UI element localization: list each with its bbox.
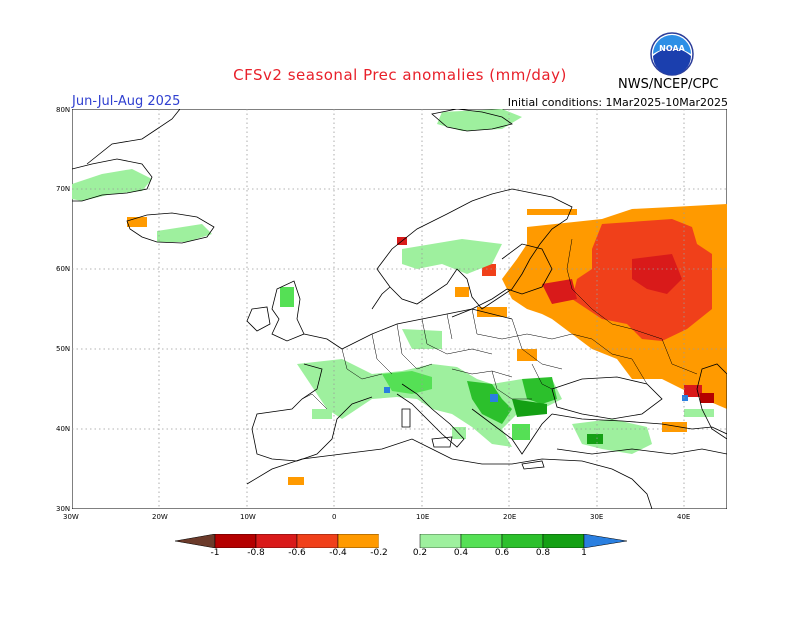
colorbar-label: 0.2 — [412, 548, 428, 558]
colorbar-label: -0.6 — [288, 548, 306, 558]
colorbar-label: 1 — [581, 548, 587, 558]
lat-label: 80N — [56, 106, 71, 114]
coastlines — [72, 109, 727, 509]
initial-conditions: Initial conditions: 1Mar2025-10Mar2025 — [507, 96, 728, 109]
noaa-logo-icon: NOAA — [650, 32, 694, 76]
lon-label: 10W — [240, 513, 256, 521]
lat-label: 70N — [56, 185, 71, 193]
colorbar-label: 0.4 — [453, 548, 469, 558]
colorbar-label: 0.6 — [494, 548, 510, 558]
colorbar — [175, 534, 627, 548]
lon-label: 40E — [677, 513, 691, 521]
colorbar-label: -0.8 — [247, 548, 265, 558]
colorbar-label: 0.8 — [535, 548, 551, 558]
anomaly-map — [72, 109, 727, 509]
lon-label: 20E — [503, 513, 517, 521]
colorbar-label: -1 — [210, 548, 220, 558]
colorbar-label: -0.4 — [329, 548, 347, 558]
lat-label: 30N — [56, 505, 71, 513]
lon-label: 30W — [63, 513, 79, 521]
map-title: CFSv2 seasonal Prec anomalies (mm/day) — [233, 66, 567, 84]
logo-text: NOAA — [659, 44, 685, 53]
lat-label: 60N — [56, 265, 71, 273]
country-borders — [301, 238, 698, 410]
lon-label: 0 — [332, 513, 337, 521]
forecast-period: Jun-Jul-Aug 2025 — [72, 94, 181, 109]
lon-label: 20W — [152, 513, 168, 521]
lon-label: 10E — [416, 513, 430, 521]
lat-label: 40N — [56, 425, 71, 433]
agency-label: NWS/NCEP/CPC — [618, 77, 719, 92]
lat-label: 50N — [56, 345, 71, 353]
colorbar-label: -0.2 — [370, 548, 388, 558]
lon-label: 30E — [590, 513, 604, 521]
graticule — [72, 109, 727, 509]
anomaly-shading — [72, 109, 727, 485]
